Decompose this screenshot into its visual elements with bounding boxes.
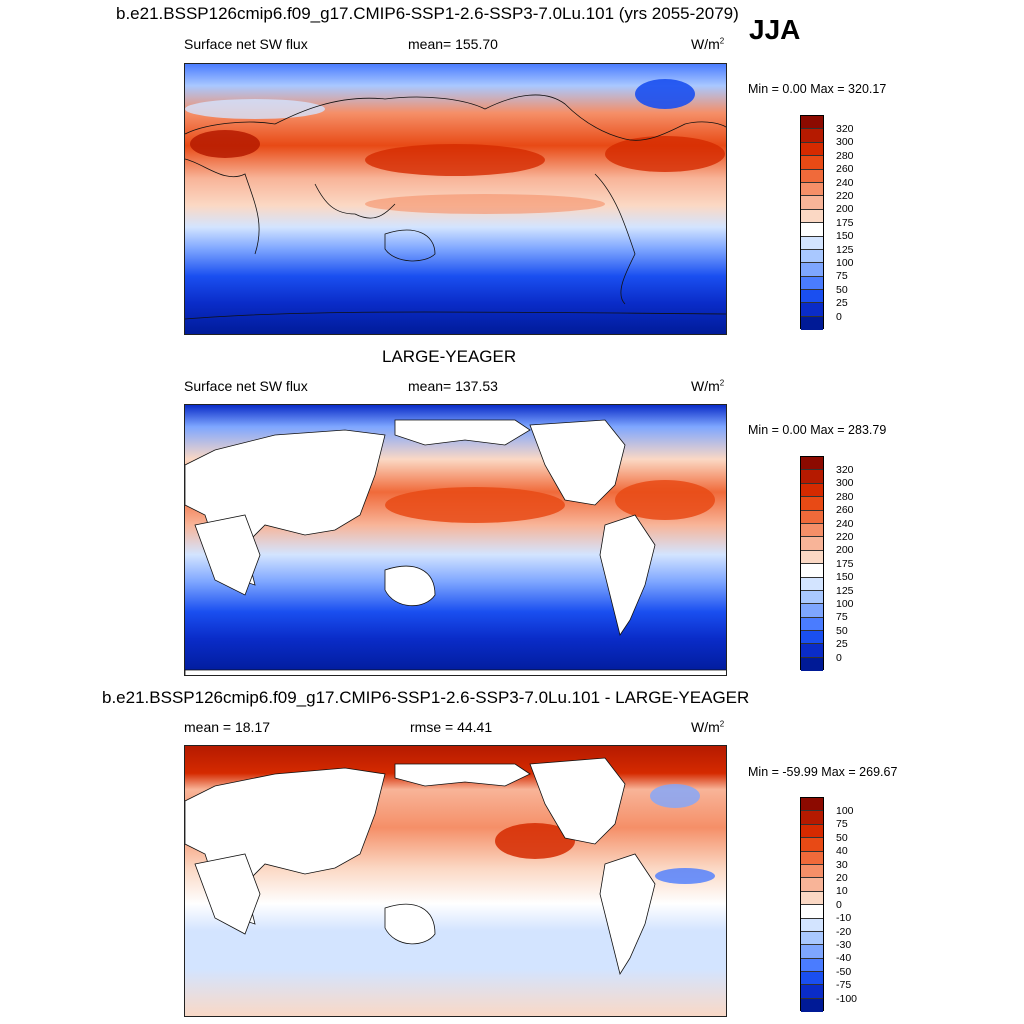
tick-label: 200 <box>836 544 854 557</box>
tick-label: 300 <box>836 477 854 490</box>
tick-label: 280 <box>836 490 854 503</box>
tick-label: 0 <box>836 898 842 911</box>
panel-3-map <box>184 745 727 1017</box>
tick-label: 200 <box>836 203 854 216</box>
tick-label: 75 <box>836 611 848 624</box>
season-label: JJA <box>749 14 801 45</box>
tick-label: 175 <box>836 557 854 570</box>
tick-label: 220 <box>836 531 854 543</box>
panel-3-units: W/m2 <box>691 719 725 735</box>
tick-label: 0 <box>836 310 842 323</box>
tick-label: 20 <box>836 872 848 884</box>
panel-2-mean-label: mean= 137.53 <box>408 378 498 394</box>
tick-label: 150 <box>836 571 854 584</box>
panel-2-title: LARGE-YEAGER <box>382 347 517 366</box>
panel-1-variable-label: Surface net SW flux <box>184 36 308 52</box>
panel-2-map <box>184 404 727 676</box>
panel-1-colorbar <box>800 115 824 330</box>
panel-3-title: b.e21.BSSP126cmip6.f09_g17.CMIP6-SSP1-2.… <box>102 688 750 707</box>
tick-label: 75 <box>836 270 848 283</box>
tick-label: 125 <box>836 584 854 597</box>
tick-label: 320 <box>836 464 854 476</box>
tick-label: 125 <box>836 243 854 256</box>
panel-1-minmax: Min = 0.00 Max = 320.17 <box>748 82 887 96</box>
tick-label: 240 <box>836 517 854 530</box>
tick-label: -30 <box>836 939 852 951</box>
tick-label: -100 <box>836 992 858 1005</box>
tick-label: 100 <box>836 805 854 817</box>
panel-1-mean-label: mean= 155.70 <box>408 36 498 52</box>
panel-3-minmax: Min = -59.99 Max = 269.67 <box>748 765 898 779</box>
panel-1-title: b.e21.BSSP126cmip6.f09_g17.CMIP6-SSP1-2.… <box>116 4 739 23</box>
panel-1-map <box>184 63 727 335</box>
tick-label: -40 <box>836 952 852 965</box>
tick-label: 10 <box>836 885 848 898</box>
tick-label: 260 <box>836 163 854 176</box>
tick-label: 220 <box>836 190 854 202</box>
tick-label: 25 <box>836 638 848 651</box>
tick-label: 100 <box>836 257 854 269</box>
tick-label: 150 <box>836 230 854 243</box>
tick-label: 75 <box>836 818 848 831</box>
tick-label: 0 <box>836 651 842 664</box>
tick-label: 320 <box>836 123 854 135</box>
tick-label: 50 <box>836 624 848 637</box>
tick-label: 100 <box>836 598 854 610</box>
panel-2-variable-label: Surface net SW flux <box>184 378 308 394</box>
tick-label: 40 <box>836 845 848 858</box>
panel-3-rmse-label: rmse = 44.41 <box>410 719 493 735</box>
tick-label: -75 <box>836 979 852 992</box>
tick-label: -50 <box>836 965 852 978</box>
tick-label: 175 <box>836 216 854 229</box>
tick-label: 30 <box>836 858 848 871</box>
panel-1-units: W/m2 <box>691 36 725 52</box>
panel-2-units: W/m2 <box>691 378 725 394</box>
tick-label: 240 <box>836 176 854 189</box>
panel-2-minmax: Min = 0.00 Max = 283.79 <box>748 423 887 437</box>
tick-label: 280 <box>836 149 854 162</box>
panel-2-colorbar <box>800 456 824 671</box>
panel-3-mean-label: mean = 18.17 <box>184 719 271 735</box>
tick-label: 25 <box>836 297 848 310</box>
tick-label: 300 <box>836 136 854 149</box>
tick-label: 50 <box>836 283 848 296</box>
tick-label: 50 <box>836 831 848 844</box>
panel-3-colorbar <box>800 797 824 1012</box>
tick-label: -10 <box>836 912 852 925</box>
tick-label: 260 <box>836 504 854 517</box>
tick-label: -20 <box>836 925 852 938</box>
